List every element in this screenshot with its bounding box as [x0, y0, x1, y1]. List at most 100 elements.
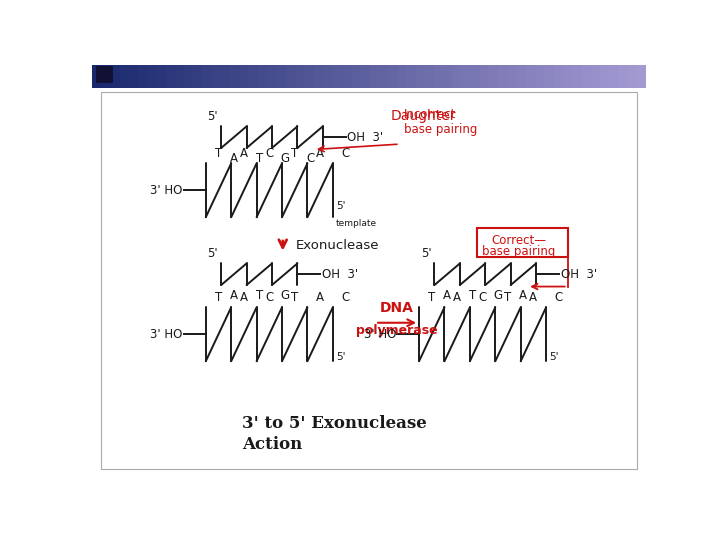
Bar [397, 65, 407, 88]
Bar [360, 65, 370, 88]
Bar [351, 65, 361, 88]
Bar [323, 65, 333, 88]
Bar [258, 65, 268, 88]
Bar [462, 65, 472, 88]
Bar [387, 65, 397, 88]
Bar [600, 65, 610, 88]
Text: OH  3': OH 3' [561, 268, 597, 281]
Text: Daughter: Daughter [390, 109, 456, 123]
Text: C: C [341, 147, 350, 160]
Bar [590, 65, 600, 88]
Bar [378, 65, 388, 88]
Bar [305, 65, 315, 88]
Bar [138, 65, 148, 88]
Bar [221, 65, 231, 88]
Text: 3' HO: 3' HO [150, 328, 183, 341]
Bar [212, 65, 222, 88]
Text: T: T [291, 291, 298, 304]
Bar [295, 65, 305, 88]
Text: 3' to 5' Exonuclease
Action: 3' to 5' Exonuclease Action [242, 415, 427, 454]
Text: 5': 5' [420, 247, 431, 260]
Bar [508, 65, 518, 88]
Bar [267, 65, 277, 88]
Bar [314, 65, 323, 88]
Text: A: A [240, 291, 248, 304]
Text: A: A [240, 147, 248, 160]
Text: T: T [428, 291, 436, 304]
Text: A: A [316, 147, 324, 160]
Bar [369, 65, 379, 88]
Bar [582, 65, 592, 88]
FancyBboxPatch shape [101, 92, 637, 469]
Bar [286, 65, 296, 88]
Text: A: A [316, 291, 324, 304]
Text: A: A [443, 289, 451, 302]
Text: C: C [306, 152, 314, 165]
Text: T: T [504, 291, 512, 304]
Bar [433, 65, 444, 88]
Bar [148, 65, 157, 88]
Text: polymerase: polymerase [356, 325, 438, 338]
Text: T: T [215, 147, 222, 160]
Text: G: G [280, 289, 289, 302]
Text: 5': 5' [207, 247, 218, 260]
Text: C: C [265, 291, 274, 304]
Bar [480, 65, 490, 88]
Bar [544, 65, 554, 88]
Text: Exonuclease: Exonuclease [296, 239, 379, 252]
Text: A: A [529, 291, 537, 304]
Text: Correct—: Correct— [491, 234, 546, 247]
Bar [203, 65, 212, 88]
Text: template: template [336, 219, 377, 228]
Bar [249, 65, 259, 88]
Bar [498, 65, 508, 88]
Text: A: A [230, 152, 238, 165]
Text: A: A [519, 289, 527, 302]
Bar [517, 65, 527, 88]
Bar [194, 65, 204, 88]
Text: 3' HO: 3' HO [150, 184, 183, 197]
Text: 5': 5' [549, 353, 559, 362]
Bar [92, 65, 102, 88]
Text: T: T [256, 152, 263, 165]
Text: A: A [230, 289, 238, 302]
Bar [535, 65, 545, 88]
Bar [526, 65, 536, 88]
Text: C: C [341, 291, 350, 304]
Bar [609, 65, 619, 88]
Bar [175, 65, 185, 88]
Bar [120, 65, 130, 88]
Bar [276, 65, 287, 88]
Bar [637, 65, 647, 88]
Text: T: T [215, 291, 222, 304]
Bar [156, 65, 166, 88]
Bar [406, 65, 416, 88]
Bar [341, 65, 351, 88]
Bar [96, 65, 112, 83]
Text: Incorrect
base pairing: Incorrect base pairing [404, 107, 477, 136]
Text: C: C [265, 147, 274, 160]
Bar [618, 65, 629, 88]
Bar [184, 65, 194, 88]
Bar [240, 65, 250, 88]
Text: OH  3': OH 3' [322, 268, 358, 281]
Text: DNA: DNA [379, 301, 414, 315]
Text: T: T [256, 289, 263, 302]
Text: T: T [469, 289, 476, 302]
Bar [489, 65, 499, 88]
Text: G: G [280, 152, 289, 165]
Bar [129, 65, 139, 88]
Bar [332, 65, 342, 88]
Text: A: A [453, 291, 462, 304]
Bar [166, 65, 176, 88]
Bar [443, 65, 453, 88]
Text: 5': 5' [336, 201, 346, 211]
Text: OH  3': OH 3' [348, 131, 384, 144]
Bar [110, 65, 120, 88]
Text: T: T [291, 147, 298, 160]
Bar [628, 65, 638, 88]
Bar [452, 65, 462, 88]
Bar [563, 65, 573, 88]
Bar [230, 65, 240, 88]
Bar [425, 65, 434, 88]
